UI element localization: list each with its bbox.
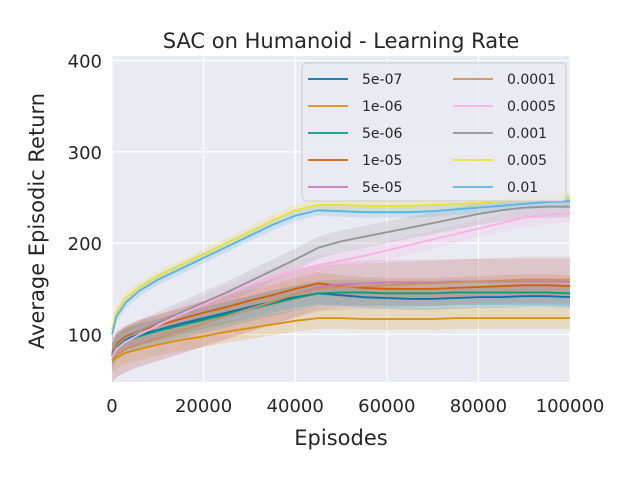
series-line-5e-06 — [111, 291, 571, 357]
legend-label: 5e-06 — [362, 126, 402, 142]
series-lines — [111, 196, 571, 363]
series-line-0.01 — [111, 200, 571, 335]
series-line-0.0005 — [111, 212, 571, 358]
band-5e-07 — [112, 282, 570, 366]
chart-title: SAC on Humanoid - Learning Rate — [163, 29, 520, 53]
band-0.0005 — [112, 203, 570, 367]
band-1e-05 — [112, 272, 570, 364]
series-line-0.001 — [111, 205, 570, 356]
legend-label: 1e-05 — [362, 153, 402, 169]
gridlines — [111, 56, 571, 382]
x-tick-label: 60000 — [358, 396, 415, 417]
x-tick-label: 80000 — [450, 396, 507, 417]
legend-label: 1e-06 — [362, 99, 402, 115]
series-line-1e-05 — [111, 282, 571, 354]
series-line-1e-06 — [111, 317, 570, 363]
legend-label: 0.0001 — [507, 72, 556, 88]
band-5e-05 — [112, 258, 570, 383]
legend-label: 5e-07 — [362, 72, 402, 88]
band-5e-06 — [112, 279, 570, 370]
x-tick-label: 40000 — [267, 396, 324, 417]
y-tick-label: 300 — [68, 143, 102, 164]
legend-label: 0.0005 — [507, 99, 556, 115]
y-tick-label: 100 — [68, 326, 102, 347]
legend-label: 0.005 — [507, 153, 547, 169]
legend: 5e-07 1e-06 5e-06 1e-05 5e-05 0.0001 0.0005 0.0… — [301, 62, 567, 202]
x-axis-ticks: 0 20000 40000 60000 80000 100000 — [106, 396, 604, 417]
band-0.001 — [112, 195, 570, 366]
legend-label: 0.01 — [507, 180, 538, 196]
legend-label: 0.001 — [507, 126, 547, 142]
x-tick-label: 0 — [106, 396, 117, 417]
y-axis-ticks: 100 200 300 400 — [68, 52, 102, 347]
legend-label: 5e-05 — [362, 180, 402, 196]
x-axis-label: Episodes — [294, 426, 387, 450]
band-1e-06 — [112, 307, 570, 373]
y-tick-label: 200 — [68, 234, 102, 255]
x-tick-label: 20000 — [175, 396, 232, 417]
series-line-0.0001 — [111, 278, 570, 361]
x-tick-label: 100000 — [536, 396, 605, 417]
y-tick-label: 400 — [68, 52, 102, 73]
y-axis-label: Average Episodic Return — [25, 93, 49, 349]
legend-box — [301, 62, 567, 202]
series-line-0.005 — [111, 196, 570, 331]
